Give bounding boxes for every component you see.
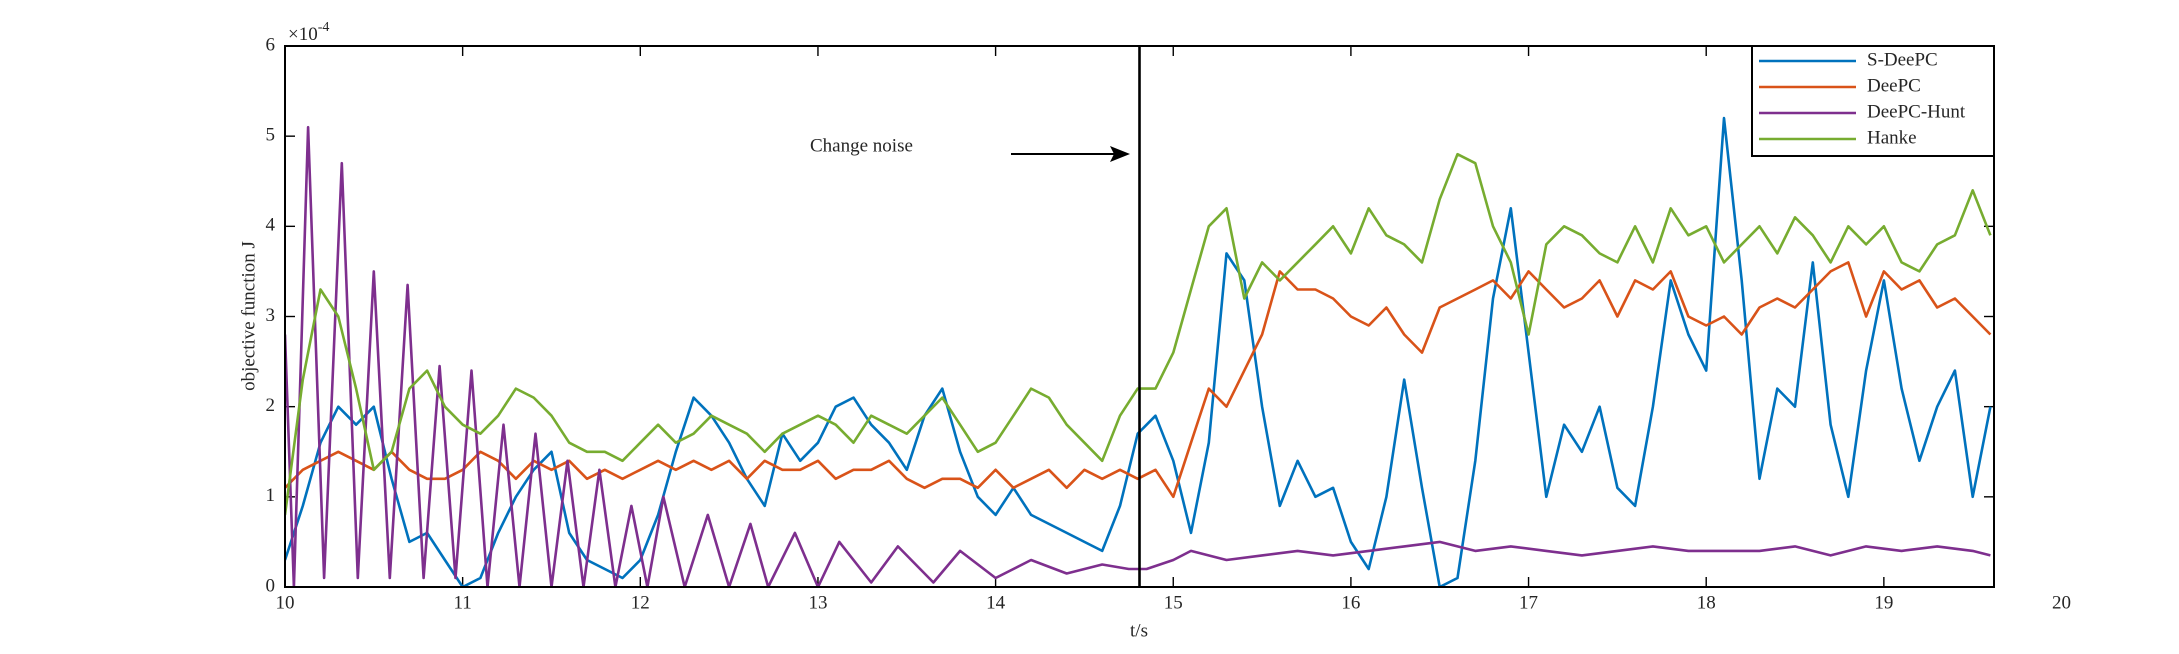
x-tick-label: 19: [1874, 592, 1893, 613]
x-tick-label: 20: [2052, 592, 2071, 613]
y-tick-label: 4: [266, 215, 276, 236]
axes-box: [284, 45, 1995, 588]
y-tick-label: 2: [266, 395, 276, 416]
x-tick-label: 14: [986, 592, 1006, 613]
y-tick-label: 3: [266, 305, 276, 326]
annotation: Change noise: [810, 135, 913, 156]
x-tick-label: 15: [1164, 592, 1183, 613]
series-line: [285, 152, 1992, 516]
annotation-arrowhead: [1110, 146, 1130, 162]
x-tick-label: 12: [631, 592, 650, 613]
x-tick-label: 17: [1519, 592, 1538, 613]
series-line: [285, 125, 1991, 587]
legend-label: DeePC: [1867, 75, 1921, 96]
y-tick-label: 0: [266, 575, 276, 596]
legend-box: [1751, 45, 1995, 157]
x-axis-label: t/s: [1130, 620, 1148, 641]
x-tick-label: 13: [808, 592, 827, 613]
x-tick-label: 11: [454, 592, 472, 613]
y-multiplier: ×10-4: [288, 20, 329, 45]
series-line: [285, 261, 1992, 499]
legend-label: Hanke: [1867, 127, 1917, 148]
y-multiplier-base: ×10: [288, 24, 318, 45]
legend-label: DeePC-Hunt: [1867, 101, 1966, 122]
x-tick-label: 18: [1697, 592, 1716, 613]
legend-label: S-DeePC: [1867, 49, 1938, 70]
y-tick-label: 5: [266, 125, 276, 146]
y-tick-label: 1: [266, 485, 276, 506]
y-axis-label: objective function J: [238, 241, 259, 391]
x-tick-label: 16: [1341, 592, 1360, 613]
y-tick-label: 6: [266, 34, 276, 55]
series-line: [285, 116, 1992, 587]
y-multiplier-exponent: -4: [318, 20, 330, 35]
x-tick-label: 10: [276, 592, 295, 613]
